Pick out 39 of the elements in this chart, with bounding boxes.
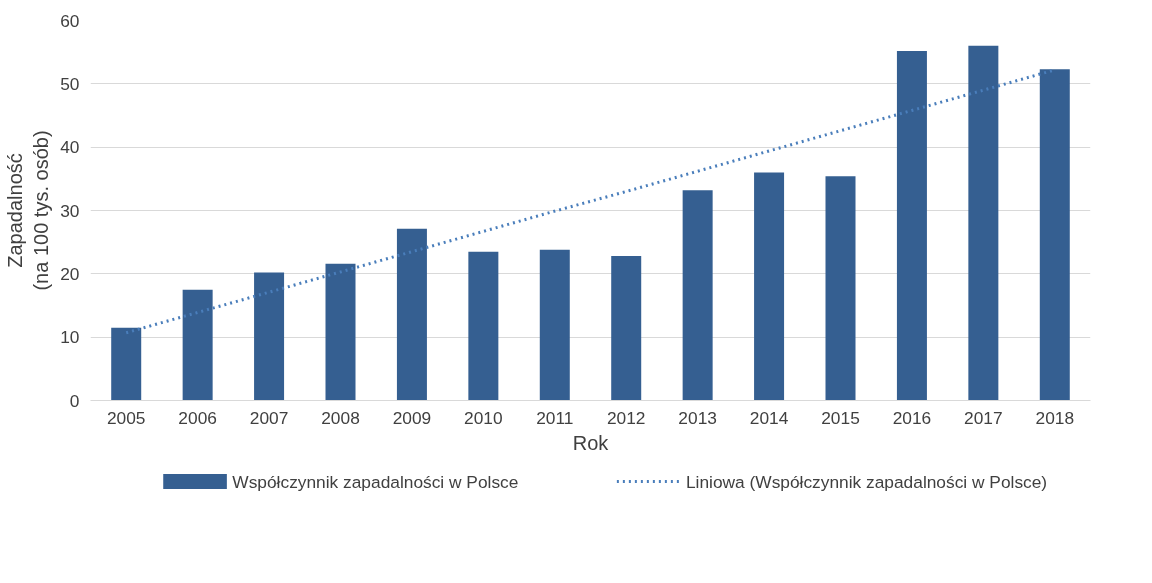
y-axis-title: Zapadalność (na 100 tys. osób) [3,130,53,291]
x-tick-label: 2014 [749,407,789,428]
x-tick-label: 2010 [464,407,503,428]
x-tick-label: 2013 [678,407,717,428]
x-tick-label: 2017 [964,407,1003,428]
bar [182,289,213,401]
y-tick-label: 0 [69,390,80,411]
bar [468,251,499,401]
bar [825,176,856,401]
bar [396,228,427,401]
legend-label: Współczynnik zapadalności w Polsce [232,471,519,492]
bar [611,256,642,401]
y-tick-label: 30 [60,200,80,221]
x-tick-label: 2012 [606,407,646,428]
bar [111,327,142,401]
x-tick-label: 2005 [106,407,146,428]
x-tick-label: 2011 [536,407,574,428]
x-tick-label: 2006 [178,407,217,428]
x-axis-title: Rok [572,431,610,454]
bar [682,190,713,401]
y-tick-label: 60 [60,10,80,31]
y-tick-label: 10 [60,327,80,348]
bar [896,50,927,401]
x-tick-label: 2015 [821,407,860,428]
y-tick-label: 40 [60,137,80,158]
y-tick-label: 50 [60,73,80,94]
x-tick-label: 2007 [249,407,289,428]
bar [254,272,285,401]
y-tick-label: 20 [60,263,80,284]
bar [754,172,785,401]
x-tick-label: 2018 [1035,407,1075,428]
x-tick-label: 2008 [321,407,360,428]
bar [968,45,999,401]
x-tick-label: 2009 [392,407,432,428]
bar [539,249,570,401]
legend-label: Liniowa (Współczynnik zapadalności w Polsce) [685,471,1048,492]
x-tick-label: 2016 [892,407,932,428]
bar [325,263,356,401]
bar [1039,69,1070,401]
